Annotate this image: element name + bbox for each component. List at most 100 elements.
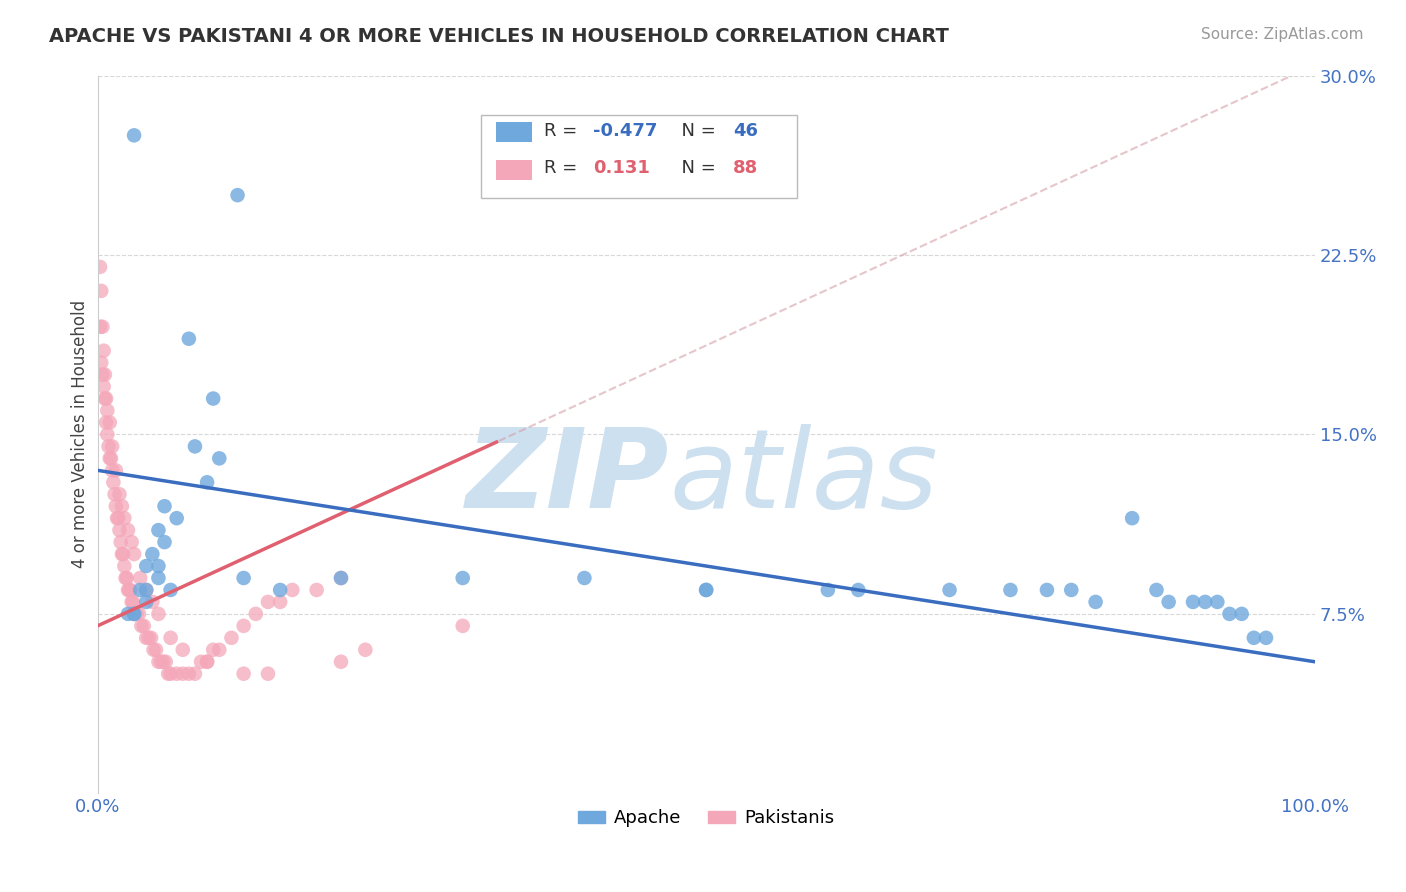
Point xyxy=(177,666,200,681)
Point xyxy=(104,463,127,477)
Point xyxy=(141,547,163,561)
Point xyxy=(141,595,163,609)
Point xyxy=(155,655,177,669)
Point xyxy=(305,582,328,597)
Point xyxy=(208,451,231,466)
Text: 46: 46 xyxy=(733,122,758,140)
Point xyxy=(330,655,353,669)
Point xyxy=(149,655,172,669)
Point xyxy=(96,403,118,417)
Point xyxy=(208,642,231,657)
Point xyxy=(1060,582,1083,597)
Text: APACHE VS PAKISTANI 4 OR MORE VEHICLES IN HOUSEHOLD CORRELATION CHART: APACHE VS PAKISTANI 4 OR MORE VEHICLES I… xyxy=(49,27,949,45)
Point xyxy=(172,642,194,657)
Point xyxy=(159,666,181,681)
Point xyxy=(1146,582,1168,597)
Point xyxy=(1218,607,1240,621)
Point xyxy=(148,571,170,585)
Point xyxy=(159,582,181,597)
Point xyxy=(221,631,243,645)
Point xyxy=(202,392,225,406)
Point xyxy=(135,595,157,609)
Point xyxy=(938,582,960,597)
Point xyxy=(574,571,596,585)
Text: 88: 88 xyxy=(733,159,758,178)
Point xyxy=(184,439,207,453)
Point xyxy=(1206,595,1229,609)
Point xyxy=(122,128,145,143)
FancyBboxPatch shape xyxy=(481,115,797,197)
Point xyxy=(232,571,254,585)
Point xyxy=(166,666,188,681)
Point xyxy=(281,582,304,597)
Point xyxy=(257,666,280,681)
Point xyxy=(94,368,117,382)
Point xyxy=(257,595,280,609)
Point xyxy=(107,511,129,525)
Point xyxy=(122,607,145,621)
Point xyxy=(451,619,474,633)
Point xyxy=(846,582,869,597)
Legend: Apache, Pakistanis: Apache, Pakistanis xyxy=(571,802,842,835)
Point xyxy=(89,319,111,334)
Text: N =: N = xyxy=(669,159,721,178)
Point xyxy=(104,487,127,501)
Point xyxy=(135,559,157,574)
FancyBboxPatch shape xyxy=(495,122,531,143)
Point xyxy=(91,319,114,334)
Point xyxy=(101,439,124,453)
Point xyxy=(132,619,155,633)
Point xyxy=(121,535,143,549)
Point xyxy=(135,582,157,597)
Point xyxy=(695,582,717,597)
Point xyxy=(129,571,152,585)
Point xyxy=(195,475,218,490)
Point xyxy=(166,511,188,525)
Point xyxy=(98,451,121,466)
Y-axis label: 4 or more Vehicles in Household: 4 or more Vehicles in Household xyxy=(72,301,89,568)
Point xyxy=(118,582,141,597)
Text: 0.131: 0.131 xyxy=(593,159,650,178)
Text: ZIP: ZIP xyxy=(467,424,669,531)
Point xyxy=(1036,582,1059,597)
Point xyxy=(110,535,132,549)
Point xyxy=(90,356,112,370)
Point xyxy=(695,582,717,597)
Point xyxy=(245,607,267,621)
Text: R =: R = xyxy=(544,122,583,140)
Point xyxy=(1181,595,1204,609)
Point xyxy=(232,619,254,633)
Point xyxy=(139,631,162,645)
Point xyxy=(153,535,176,549)
Point xyxy=(172,666,194,681)
Point xyxy=(202,642,225,657)
Text: N =: N = xyxy=(669,122,721,140)
Point xyxy=(96,427,118,442)
Point xyxy=(117,523,139,537)
Point xyxy=(108,487,131,501)
Point xyxy=(101,463,124,477)
Point xyxy=(125,607,148,621)
Text: atlas: atlas xyxy=(669,424,938,531)
Point xyxy=(128,607,150,621)
Point xyxy=(354,642,377,657)
Point xyxy=(122,547,145,561)
Point xyxy=(100,451,122,466)
Point xyxy=(129,582,152,597)
Point xyxy=(114,571,136,585)
Point xyxy=(1243,631,1265,645)
Point xyxy=(195,655,218,669)
Point xyxy=(104,500,127,514)
Point xyxy=(330,571,353,585)
Point xyxy=(1157,595,1180,609)
Point xyxy=(131,619,153,633)
Text: R =: R = xyxy=(544,159,583,178)
Point xyxy=(93,379,115,393)
Point xyxy=(184,666,207,681)
Point xyxy=(195,655,218,669)
Point xyxy=(138,631,160,645)
Point xyxy=(148,607,170,621)
Point xyxy=(90,284,112,298)
Point xyxy=(91,368,114,382)
Point xyxy=(94,416,117,430)
